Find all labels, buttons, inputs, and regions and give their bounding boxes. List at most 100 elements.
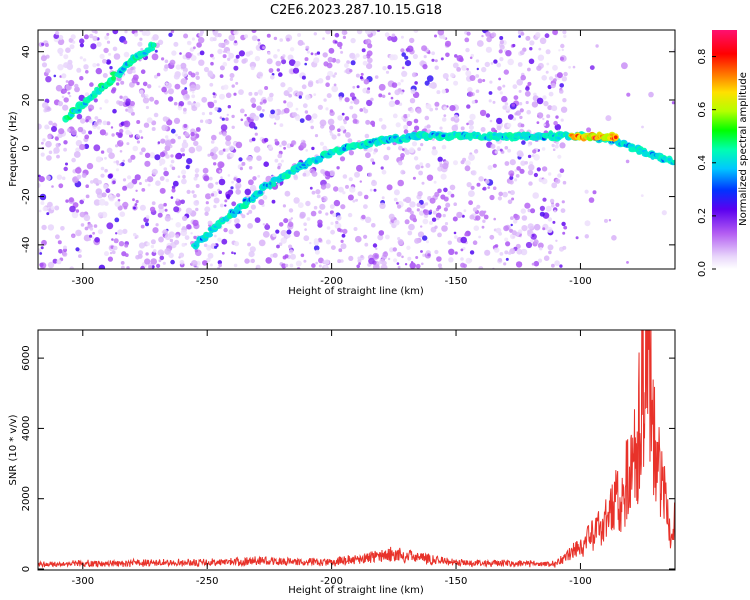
spectrogram-y-tick-label: 20 xyxy=(21,94,32,107)
spectrogram-cell xyxy=(161,86,167,93)
spectrogram-cell xyxy=(254,91,259,96)
spectrogram-cell xyxy=(495,227,502,234)
colorbar-tick-label: 0.0 xyxy=(697,261,708,277)
spectrogram-cell xyxy=(105,188,111,194)
spectrogram-cell xyxy=(207,220,213,226)
spectrogram-cell xyxy=(486,36,492,43)
spectrogram-cell xyxy=(535,32,541,38)
spectrogram-cell xyxy=(219,93,225,100)
spectrogram-cell xyxy=(144,94,149,99)
spectrogram-cell xyxy=(371,123,375,127)
spectrogram-cell xyxy=(145,252,149,256)
spectrogram-cell xyxy=(165,154,170,159)
spectrogram-cell xyxy=(265,223,269,226)
spectrogram-cell xyxy=(327,56,334,63)
spectrogram-cell xyxy=(136,81,140,86)
spectrogram-cell xyxy=(91,236,95,239)
spectrogram-cell xyxy=(530,208,536,214)
spectrogram-cell xyxy=(97,212,104,218)
spectrogram-cell xyxy=(113,53,121,60)
spectrogram-cell xyxy=(63,140,68,145)
spectrogram-cell xyxy=(467,91,474,97)
spectrogram-cell xyxy=(136,140,140,144)
spectrogram-cell xyxy=(475,215,481,221)
spectrogram-cell xyxy=(123,40,128,45)
spectrogram-cell xyxy=(502,105,507,110)
spectrogram-cell xyxy=(128,131,132,136)
spectrogram-cell xyxy=(520,160,526,166)
spectrogram-cell xyxy=(69,44,75,50)
spectrogram-cell xyxy=(443,114,447,117)
spectrogram-cell xyxy=(325,82,330,87)
spectrogram-cell xyxy=(139,89,144,95)
spectrogram-cell xyxy=(224,40,230,45)
spectrogram-cell xyxy=(106,121,111,126)
spectrogram-cell xyxy=(426,124,431,129)
spectrogram-cell xyxy=(63,166,68,172)
spectrogram-cell xyxy=(454,54,458,58)
spectrogram-cell xyxy=(473,225,480,231)
spectrogram-cell xyxy=(45,68,51,74)
spectrogram-cell xyxy=(218,190,222,194)
spectrogram-cell xyxy=(88,130,93,135)
spectrogram-cell xyxy=(41,239,47,246)
spectrogram-cell xyxy=(305,114,312,121)
spectrogram-cell xyxy=(127,158,133,163)
spectrogram-cell xyxy=(324,259,330,265)
spectrogram-cell xyxy=(69,205,76,213)
spectrogram-cell xyxy=(456,211,463,219)
spectrogram-cell xyxy=(464,232,468,237)
spectrogram-cell xyxy=(96,126,101,130)
spectrogram-cell xyxy=(140,136,144,139)
spectrogram-cell xyxy=(337,227,342,232)
spectrogram-cell xyxy=(278,222,284,227)
spectrogram-cell xyxy=(466,122,469,126)
spectrogram-cell xyxy=(106,147,113,154)
spectrogram-cell xyxy=(207,70,213,76)
spectrogram-cell xyxy=(246,157,250,161)
spectrogram-cell xyxy=(112,195,116,199)
spectrogram-cell xyxy=(355,235,362,243)
spectrogram-cell xyxy=(120,80,125,85)
spectrogram-cell xyxy=(228,145,235,152)
spectrogram-cell xyxy=(476,67,479,71)
spectrogram-cell xyxy=(138,242,146,249)
colorbar-tick-label: 0.2 xyxy=(697,208,708,224)
spectrogram-cell xyxy=(145,215,150,219)
spectrogram-cell xyxy=(451,124,459,132)
spectrogram-cell xyxy=(280,237,287,244)
spectrogram-cell xyxy=(241,58,247,64)
spectrogram-cell xyxy=(206,257,211,263)
spectrogram-cell xyxy=(235,81,239,85)
spectrogram-cell xyxy=(51,126,57,132)
spectrogram-cell xyxy=(546,120,549,124)
spectrogram-cell xyxy=(397,265,401,269)
spectrogram-cell xyxy=(460,126,465,131)
spectrogram-cell xyxy=(53,74,57,78)
spectrogram-cell xyxy=(195,207,199,212)
spectrogram-cell xyxy=(89,234,93,238)
spectrogram-cell xyxy=(132,145,139,152)
spectrogram-cell xyxy=(492,186,497,190)
spectrogram-cell xyxy=(66,128,71,133)
spectrogram-cell xyxy=(358,262,361,265)
spectrogram-cell xyxy=(475,89,480,93)
spectrogram-cell xyxy=(378,117,383,122)
spectrogram-cell xyxy=(118,241,125,247)
spectrogram-cell xyxy=(356,264,361,269)
spectrogram-cell xyxy=(150,244,155,249)
spectrogram-cell xyxy=(280,159,284,163)
spectrogram-cell xyxy=(185,94,190,99)
spectrogram-cell xyxy=(400,169,406,175)
spectrogram-cell xyxy=(171,185,176,190)
spectrogram-cell xyxy=(186,40,192,46)
spectrogram-cell xyxy=(238,50,245,57)
spectrogram-cell xyxy=(264,224,271,231)
spectrogram-cell xyxy=(552,30,558,36)
spectrogram-cell xyxy=(70,129,77,136)
spectrogram-cell xyxy=(507,190,511,194)
spectrogram-cell xyxy=(671,101,675,105)
spectrogram-cell xyxy=(338,248,343,253)
spectrogram-cell xyxy=(443,196,449,202)
spectrogram-cell xyxy=(525,241,533,249)
